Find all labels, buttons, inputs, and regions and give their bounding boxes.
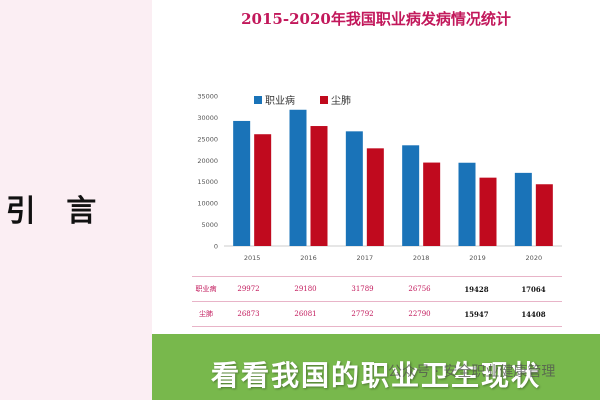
bar	[345, 131, 363, 246]
legend-swatch	[320, 96, 328, 104]
banner-text: 看看我国的职业卫生现状	[210, 359, 541, 392]
x-tick-label: 2017	[357, 254, 374, 262]
left-panel: 引 言	[0, 0, 152, 400]
banner: 看看我国的职业卫生现状 公众号 · 安全职业健康管理	[152, 334, 600, 400]
row-label: 尘肺	[192, 301, 220, 327]
x-tick-label: 2015	[244, 254, 261, 262]
chart-grid: 0 5000 10000 15000 20000 25000 30000 35000 2015 2…	[197, 93, 562, 262]
bar	[402, 145, 420, 246]
bar	[310, 126, 328, 246]
y-tick-label: 15000	[197, 178, 218, 186]
table-row: 职业病 29972 29180 31789 26756 19428 17064	[192, 276, 562, 302]
legend-label: 尘肺	[331, 95, 351, 107]
y-tick-label: 35000	[197, 93, 218, 101]
bar-chart: 0 5000 10000 15000 20000 25000 30000 35000 2015 2…	[197, 93, 562, 262]
chart-legend: 职业病 尘肺	[254, 94, 351, 107]
x-tick-label: 2016	[300, 254, 317, 262]
table-cell: 26756	[391, 276, 448, 302]
table-cell: 26081	[277, 301, 334, 327]
bar	[233, 120, 251, 246]
x-tick-label: 2019	[469, 254, 486, 262]
table-cell: 29972	[220, 276, 277, 302]
table-cell: 31789	[334, 276, 391, 302]
chart-title: 2015-2020年我国职业病发病情况统计	[241, 10, 511, 28]
table-cell: 19428	[448, 276, 505, 302]
y-tick-label: 5000	[201, 221, 218, 229]
x-tick-label: 2020	[526, 254, 543, 262]
y-tick-label: 10000	[197, 200, 218, 208]
bar	[479, 177, 497, 246]
y-tick-label: 25000	[197, 135, 218, 143]
section-label: 引 言	[5, 194, 107, 229]
table-cell: 27792	[334, 301, 391, 327]
table-row: 尘肺 26873 26081 27792 22790 15947 14408	[192, 301, 562, 327]
bar	[535, 184, 553, 246]
chart-bars	[233, 109, 553, 246]
legend-swatch	[254, 96, 262, 104]
bar	[458, 162, 476, 246]
x-tick-label: 2018	[413, 254, 430, 262]
watermark: 公众号 · 安全职业健康管理	[388, 364, 556, 380]
table-cell: 14408	[505, 301, 562, 327]
table-cell: 22790	[391, 301, 448, 327]
table-cell: 26873	[220, 301, 277, 327]
data-table: 职业病 29972 29180 31789 26756 19428 17064 …	[192, 276, 562, 327]
y-tick-label: 30000	[197, 114, 218, 122]
table-cell: 17064	[505, 276, 562, 302]
bar	[514, 172, 532, 246]
row-label: 职业病	[192, 276, 220, 302]
table-cell: 15947	[448, 301, 505, 327]
bar	[423, 162, 441, 246]
bar	[366, 148, 384, 246]
legend-label: 职业病	[265, 94, 295, 107]
bar	[289, 109, 307, 246]
bar	[254, 134, 272, 246]
y-tick-label: 0	[214, 243, 218, 251]
y-tick-label: 20000	[197, 157, 218, 165]
table-cell: 29180	[277, 276, 334, 302]
